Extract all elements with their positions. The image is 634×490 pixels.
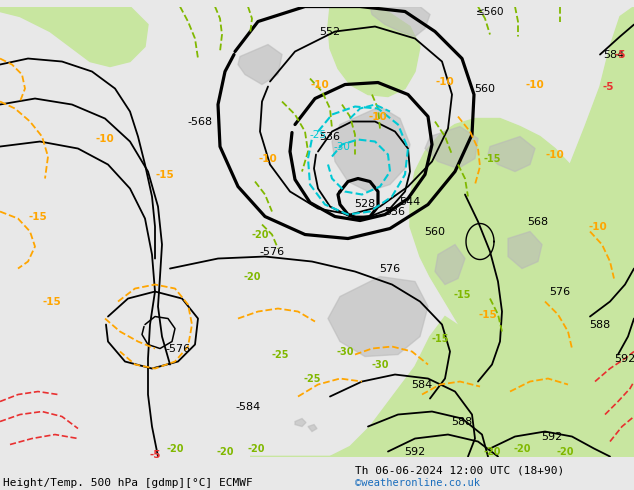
Text: -10: -10 bbox=[259, 153, 278, 164]
Text: 584: 584 bbox=[411, 380, 432, 390]
Text: Height/Temp. 500 hPa [gdmp][°C] ECMWF: Height/Temp. 500 hPa [gdmp][°C] ECMWF bbox=[3, 478, 253, 488]
Text: -15: -15 bbox=[29, 212, 48, 221]
Text: 560: 560 bbox=[474, 83, 496, 94]
Text: -15: -15 bbox=[479, 310, 498, 319]
Text: -20: -20 bbox=[483, 446, 501, 457]
Polygon shape bbox=[332, 106, 410, 192]
Text: 576: 576 bbox=[379, 264, 401, 273]
Text: -15: -15 bbox=[155, 170, 174, 179]
Text: -5: -5 bbox=[602, 81, 614, 92]
Text: 560: 560 bbox=[425, 226, 446, 237]
Polygon shape bbox=[308, 424, 317, 432]
Polygon shape bbox=[250, 287, 634, 457]
Text: -15: -15 bbox=[483, 153, 501, 164]
Text: -15: -15 bbox=[431, 334, 449, 343]
Text: 592: 592 bbox=[614, 353, 634, 364]
Text: 568: 568 bbox=[527, 217, 548, 226]
Text: -10: -10 bbox=[96, 133, 114, 144]
Text: -15: -15 bbox=[42, 296, 61, 307]
Polygon shape bbox=[508, 231, 542, 269]
Text: -20: -20 bbox=[216, 446, 234, 457]
Text: 536: 536 bbox=[384, 206, 406, 217]
Text: 576: 576 bbox=[550, 287, 571, 296]
Text: -10: -10 bbox=[546, 149, 564, 160]
Text: -20: -20 bbox=[247, 443, 265, 454]
Text: -10: -10 bbox=[588, 221, 607, 231]
Text: -20: -20 bbox=[166, 443, 184, 454]
Text: Th 06-06-2024 12:00 UTC (18+90): Th 06-06-2024 12:00 UTC (18+90) bbox=[355, 466, 564, 475]
Text: -20: -20 bbox=[243, 271, 261, 282]
Text: 592: 592 bbox=[404, 446, 425, 457]
Text: -30: -30 bbox=[372, 360, 389, 369]
Text: 544: 544 bbox=[399, 196, 420, 206]
Polygon shape bbox=[0, 6, 148, 67]
Text: ©weatheronline.co.uk: ©weatheronline.co.uk bbox=[355, 478, 480, 488]
Text: 536: 536 bbox=[320, 131, 340, 142]
Text: 584: 584 bbox=[604, 49, 624, 59]
Polygon shape bbox=[328, 6, 420, 97]
Text: 588: 588 bbox=[451, 416, 472, 426]
Text: -15: -15 bbox=[453, 290, 471, 299]
Text: -25: -25 bbox=[309, 129, 327, 140]
Text: -576: -576 bbox=[165, 343, 191, 353]
Polygon shape bbox=[295, 418, 306, 426]
Text: -30: -30 bbox=[336, 346, 354, 357]
Text: -10: -10 bbox=[436, 76, 455, 87]
Text: -5: -5 bbox=[614, 49, 626, 59]
Text: -584: -584 bbox=[235, 401, 261, 412]
Text: 552: 552 bbox=[320, 26, 340, 37]
Text: 592: 592 bbox=[541, 432, 562, 441]
Text: -10: -10 bbox=[368, 112, 387, 122]
Text: 588: 588 bbox=[590, 319, 611, 329]
Polygon shape bbox=[425, 126, 478, 169]
Text: -10: -10 bbox=[526, 79, 545, 90]
Text: -576: -576 bbox=[259, 246, 285, 257]
Text: -5: -5 bbox=[149, 449, 161, 460]
Polygon shape bbox=[435, 245, 465, 285]
Polygon shape bbox=[238, 45, 282, 84]
Polygon shape bbox=[370, 6, 430, 37]
Text: -10: -10 bbox=[311, 79, 330, 90]
Text: -20: -20 bbox=[514, 443, 531, 454]
Text: 528: 528 bbox=[354, 198, 375, 209]
Text: -30: -30 bbox=[333, 142, 351, 151]
Polygon shape bbox=[410, 6, 634, 362]
Text: -20: -20 bbox=[251, 229, 269, 240]
Text: -25: -25 bbox=[303, 373, 321, 384]
Polygon shape bbox=[328, 276, 428, 357]
Text: -568: -568 bbox=[188, 117, 212, 126]
Text: ≤560: ≤560 bbox=[476, 6, 504, 17]
Text: -20: -20 bbox=[556, 446, 574, 457]
Polygon shape bbox=[488, 137, 535, 172]
Text: -25: -25 bbox=[271, 349, 288, 360]
